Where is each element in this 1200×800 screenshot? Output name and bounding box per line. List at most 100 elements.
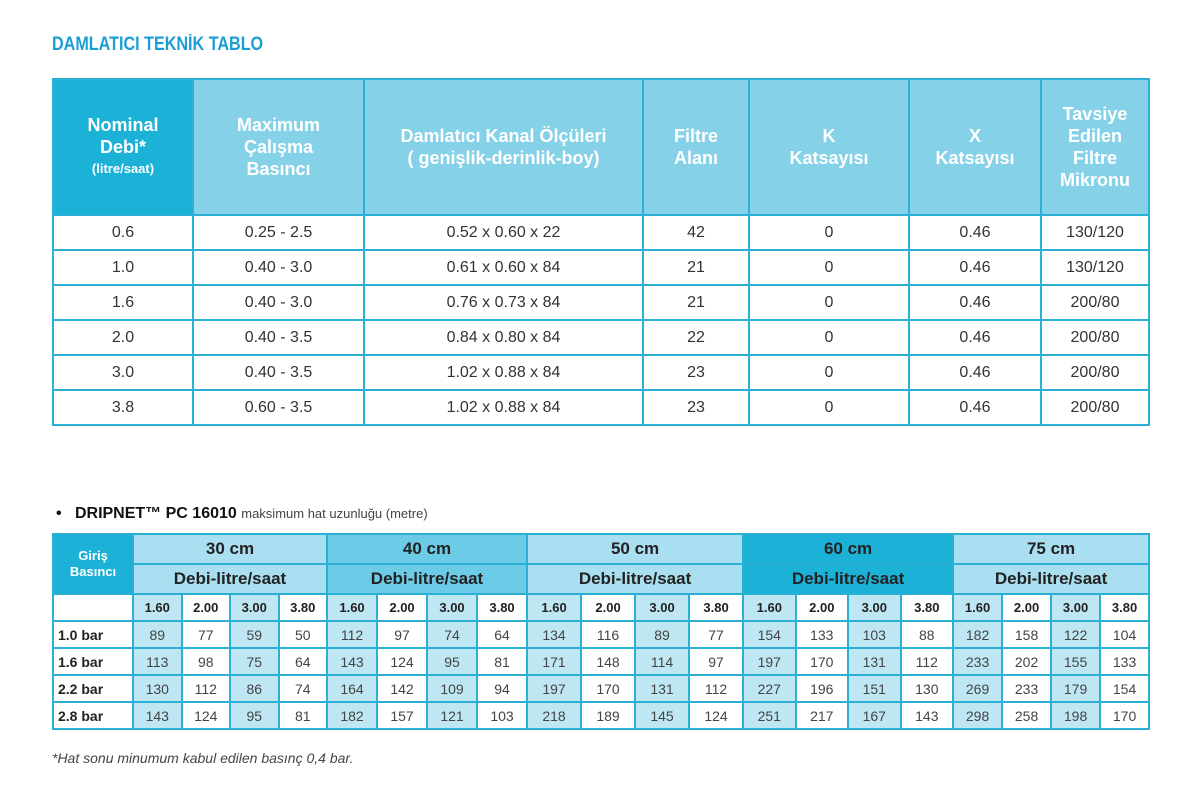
table-cell: 0.46 [908, 389, 1042, 426]
flow-header: 1.60 [742, 593, 797, 622]
flow-header: 3.00 [229, 593, 280, 622]
header-line: Maximum [236, 115, 321, 135]
table-cell: 112 [180, 674, 231, 703]
flow-header: 1.60 [326, 593, 379, 622]
table-cell: 88 [899, 620, 955, 649]
table-cell: 179 [1050, 674, 1102, 703]
table-row: 1.0 bar 89 77 59 50 112 97 74 64 134 116 89 77 154 133… [52, 620, 1151, 649]
table-cell: 103 [847, 620, 902, 649]
table-cell: 2.0 [52, 319, 194, 356]
table-cell: 182 [326, 701, 379, 730]
footnote: *Hat sonu minumum kabul edilen basınç 0,… [52, 750, 354, 766]
table-cell: 145 [634, 701, 691, 730]
table-cell: 97 [376, 620, 429, 649]
header-line: ( genişlik-derinlik-boy) [407, 148, 600, 168]
table-cell: 134 [526, 620, 583, 649]
column-header: Maximum Çalışma Basıncı [192, 78, 365, 216]
table-cell: 131 [634, 674, 691, 703]
table-row: 2.8 bar 143 124 95 81 182 157 121 103 218 189 145 12… [52, 701, 1151, 730]
table-cell: 233 [952, 647, 1004, 676]
table-cell: 198 [1050, 701, 1102, 730]
table-cell: 0.52 x 0.60 x 22 [363, 214, 644, 251]
header-unit: (litre/saat) [91, 161, 155, 176]
table-cell: 197 [526, 674, 583, 703]
table-cell: 142 [376, 674, 429, 703]
table-cell: 103 [476, 701, 529, 730]
flow-header: 3.80 [688, 593, 745, 622]
column-header: Filtre Alanı [642, 78, 750, 216]
table-cell: 171 [526, 647, 583, 676]
flow-header: 3.00 [1050, 593, 1102, 622]
table-cell: 50 [277, 620, 329, 649]
column-header: Nominal Debi* (litre/saat) [52, 78, 194, 216]
table-cell: 0 [748, 389, 910, 426]
table-cell: 154 [742, 620, 797, 649]
spacing-group-header: 40 cm [326, 533, 529, 565]
flow-header: 2.00 [1001, 593, 1053, 622]
page-title: DAMLATICI TEKNİK TABLO [52, 34, 264, 55]
table-row: 2.0 0.40 - 3.5 0.84 x 0.80 x 84 22 0 0.46 200/… [52, 319, 1150, 356]
table-cell: 0.6 [52, 214, 194, 251]
table-cell: 1.0 [52, 249, 194, 286]
table-cell: 21 [642, 249, 750, 286]
table-cell: 131 [847, 647, 902, 676]
table-cell: 1.6 [52, 284, 194, 321]
table-cell: 158 [1001, 620, 1053, 649]
table-row: 1.0 0.40 - 3.0 0.61 x 0.60 x 84 21 0 0.46 130/… [52, 249, 1150, 286]
table-cell: 104 [1099, 620, 1151, 649]
table-cell: 170 [1099, 701, 1151, 730]
table-cell: 233 [1001, 674, 1053, 703]
table-cell: 22 [642, 319, 750, 356]
table-cell: 130/120 [1040, 249, 1150, 286]
flow-header: 2.00 [794, 593, 850, 622]
flow-header: 1.60 [526, 593, 583, 622]
table-cell: 98 [180, 647, 231, 676]
column-header: K Katsayısı [748, 78, 910, 216]
table-cell: 196 [794, 674, 850, 703]
table-cell: 0.60 - 3.5 [192, 389, 365, 426]
spacing-group-header: 30 cm [131, 533, 329, 565]
table-cell: 189 [580, 701, 637, 730]
table-cell: 3.0 [52, 354, 194, 391]
table-cell: 112 [326, 620, 379, 649]
table-cell: 0.46 [908, 354, 1042, 391]
spacing-group-header: 75 cm [952, 533, 1151, 565]
table-cell: 42 [642, 214, 750, 251]
table-cell: 269 [952, 674, 1004, 703]
table-row: 3.8 0.60 - 3.5 1.02 x 0.88 x 84 23 0 0.46 200/… [52, 389, 1150, 426]
table-row: 1.6 bar 113 98 75 64 143 124 95 81 171 148 114 97 197… [52, 647, 1151, 676]
table-cell: 0.84 x 0.80 x 84 [363, 319, 644, 356]
header-line: Katsayısı [789, 148, 869, 168]
table-cell: 130/120 [1040, 214, 1150, 251]
flow-header: 3.00 [634, 593, 691, 622]
table-cell: 148 [580, 647, 637, 676]
table-cell: 75 [229, 647, 280, 676]
max-line-length-table: Giriş Basıncı 30 cm 40 cm 50 cm 60 cm 75 cm Deb… [52, 533, 1151, 730]
table-cell: 0.40 - 3.0 [192, 284, 365, 321]
table-cell: 218 [526, 701, 583, 730]
table-cell: 74 [277, 674, 329, 703]
technical-table: Nominal Debi* (litre/saat) Maximum Çalışma Ba… [52, 78, 1150, 426]
table-cell: 114 [634, 647, 691, 676]
table-cell: 95 [426, 647, 479, 676]
column-header: Damlatıcı Kanal Ölçüleri( genişlik-derin… [363, 78, 644, 216]
table-row: 1.6 0.40 - 3.0 0.76 x 0.73 x 84 21 0 0.46 200/… [52, 284, 1150, 321]
header-line: Çalışma [243, 137, 314, 157]
table-cell: 197 [742, 647, 797, 676]
dripnet-heading: • DRIPNET™ PC 16010 maksimum hat uzunluğ… [56, 505, 428, 523]
pressure-label: 2.2 bar [52, 674, 134, 703]
table-cell: 64 [277, 647, 329, 676]
row-header-line: Basıncı [69, 564, 117, 579]
flow-header: 2.00 [180, 593, 231, 622]
table-cell: 94 [476, 674, 529, 703]
table-cell: 124 [180, 701, 231, 730]
table-cell: 23 [642, 354, 750, 391]
table-cell: 143 [132, 701, 183, 730]
table-cell: 0.40 - 3.0 [192, 249, 365, 286]
table-cell: 81 [277, 701, 329, 730]
flow-header: 2.00 [376, 593, 429, 622]
table-cell: 3.8 [52, 389, 194, 426]
table-cell: 0.25 - 2.5 [192, 214, 365, 251]
spacing-group-header: 50 cm [526, 533, 745, 565]
table-cell: 143 [899, 701, 955, 730]
